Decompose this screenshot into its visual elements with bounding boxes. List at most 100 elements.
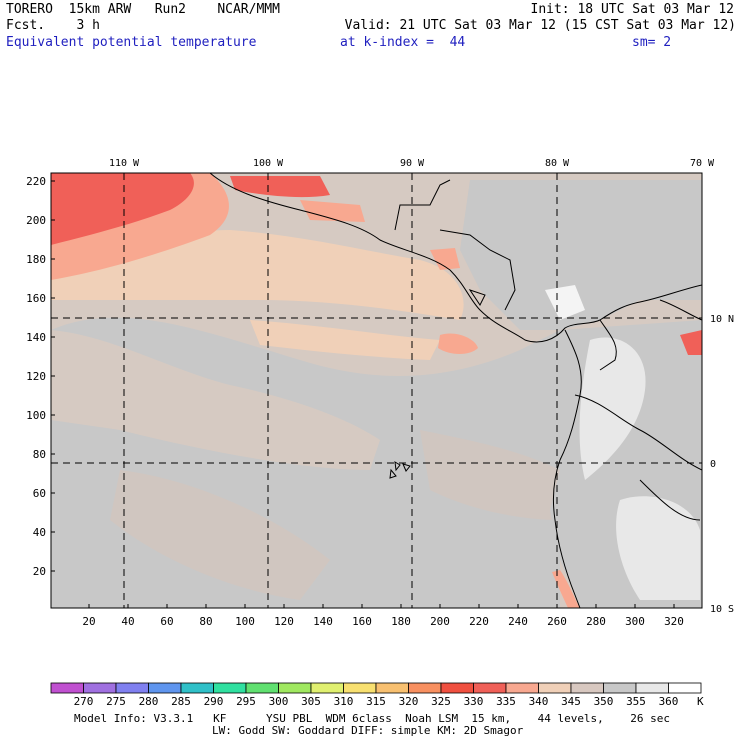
colorbar-swatch <box>408 682 442 694</box>
border-peru-brazil <box>639 479 701 521</box>
init-time: Init: 18 UTC Sat 03 Mar 12 <box>530 2 735 17</box>
level-label: at k-index = 44 <box>340 35 466 50</box>
field-tan-band-2 <box>110 470 330 600</box>
x-tick-label: 160 <box>352 615 372 628</box>
colorbar-label: 315 <box>366 695 386 708</box>
valid-time: Valid: 21 UTC Sat 03 Mar 12 (15 CST Sat … <box>344 18 736 33</box>
latitude-labels: 10 N 0 10 S <box>710 314 734 615</box>
field-white-andes <box>579 337 646 480</box>
border-ecuador-peru <box>574 394 702 471</box>
colorbar-swatch <box>213 682 247 694</box>
field-salmon-spot <box>438 333 478 354</box>
x-tick-label: 200 <box>430 615 450 628</box>
y-tick-label: 140 <box>26 331 46 344</box>
field-red-nw <box>51 173 194 245</box>
x-tick-label: 40 <box>121 615 134 628</box>
model-info-physics: LW: Godd SW: Goddard DIFF: simple KM: 2D… <box>212 724 524 737</box>
lon-label-90w: 90 W <box>400 158 425 169</box>
colorbar-swatch <box>278 682 312 694</box>
lon-label-100w: 100 W <box>253 158 284 169</box>
colorbar-label: 345 <box>561 695 581 708</box>
colorbar-swatch <box>635 682 669 694</box>
lon-label-80w: 80 W <box>545 158 570 169</box>
lat-label-10n: 10 N <box>710 314 734 325</box>
field-white-south <box>616 496 700 600</box>
colorbar <box>50 682 702 694</box>
x-tick-label: 120 <box>274 615 294 628</box>
y-tick-label: 60 <box>33 487 46 500</box>
x-tick-label: 240 <box>508 615 528 628</box>
field-name: Equivalent potential temperature <box>6 35 257 50</box>
x-tick-label: 260 <box>547 615 567 628</box>
colorbar-swatch <box>375 682 409 694</box>
colorbar-label: 320 <box>399 695 419 708</box>
coastlines <box>209 173 702 608</box>
lake-nicaragua <box>468 289 486 306</box>
colorbar-swatch <box>343 682 377 694</box>
coast-southamerica <box>552 329 582 608</box>
colorbar-label: 330 <box>464 695 484 708</box>
field-grey-land-north <box>460 180 702 330</box>
longitude-labels: 110 W 100 W 90 W 80 W 70 W <box>109 158 715 169</box>
colorbar-swatch <box>538 682 572 694</box>
x-tick-label: 300 <box>625 615 645 628</box>
y-tick-label: 80 <box>33 448 46 461</box>
forecast-hour: Fcst. 3 h <box>6 18 100 33</box>
latlon-grid <box>51 173 702 608</box>
lat-label-10s: 10 S <box>710 604 734 615</box>
colorbar-swatch <box>115 682 149 694</box>
colorbar-label: 280 <box>139 695 159 708</box>
colorbar-label: 285 <box>171 695 191 708</box>
colorbar-swatch <box>668 682 702 694</box>
y-tick-label: 40 <box>33 526 46 539</box>
x-tick-label: 320 <box>664 615 684 628</box>
field-tan-band-3 <box>420 430 560 520</box>
field-white-panama <box>545 285 585 320</box>
theta-e-field <box>51 173 702 608</box>
colorbar-label: 325 <box>431 695 451 708</box>
x-tick-label: 80 <box>199 615 212 628</box>
colorbar-label: 350 <box>594 695 614 708</box>
colorbar-label: 335 <box>496 695 516 708</box>
field-salmon-gulf <box>300 200 365 222</box>
galapagos-islands <box>389 461 411 479</box>
colorbar-swatch <box>50 682 84 694</box>
x-tick-label: 100 <box>235 615 255 628</box>
colorbar-label: 290 <box>204 695 224 708</box>
colorbar-label: 360 <box>659 695 679 708</box>
lat-label-0: 0 <box>710 459 716 470</box>
y-tick-label: 180 <box>26 253 46 266</box>
colorbar-label: 270 <box>74 695 94 708</box>
x-axis-ticks: 20 40 60 80 100 120 140 160 180 200 220 240 260 280 30… <box>82 604 684 628</box>
colorbar-swatch <box>570 682 604 694</box>
colorbar-swatch <box>180 682 214 694</box>
x-tick-label: 180 <box>391 615 411 628</box>
field-tan-band <box>51 330 380 470</box>
colorbar-swatch <box>473 682 507 694</box>
colorbar-unit: K <box>697 695 704 708</box>
colorbar-swatch <box>505 682 539 694</box>
run-title: TORERO 15km ARW Run2 NCAR/MMM <box>6 2 280 17</box>
colorbar-label: 295 <box>236 695 256 708</box>
lon-label-70w: 70 W <box>690 158 715 169</box>
colorbar-label: 310 <box>334 695 354 708</box>
border-colombia <box>599 319 617 371</box>
coast-honduras <box>439 229 516 311</box>
colorbar-label: 340 <box>529 695 549 708</box>
colorbar-label: 305 <box>301 695 321 708</box>
field-salmon-peru <box>552 570 580 608</box>
colorbar-swatch <box>603 682 637 694</box>
smoothing-label: sm= 2 <box>632 35 672 50</box>
x-tick-label: 60 <box>160 615 173 628</box>
x-tick-label: 220 <box>469 615 489 628</box>
field-peach-band <box>250 320 440 360</box>
x-tick-label: 280 <box>586 615 606 628</box>
colorbar-swatch <box>245 682 279 694</box>
colorbar-swatch <box>440 682 474 694</box>
colorbar-label: 355 <box>626 695 646 708</box>
y-tick-label: 120 <box>26 370 46 383</box>
colorbar-swatch <box>310 682 344 694</box>
y-tick-label: 20 <box>33 565 46 578</box>
y-tick-label: 220 <box>26 175 46 188</box>
